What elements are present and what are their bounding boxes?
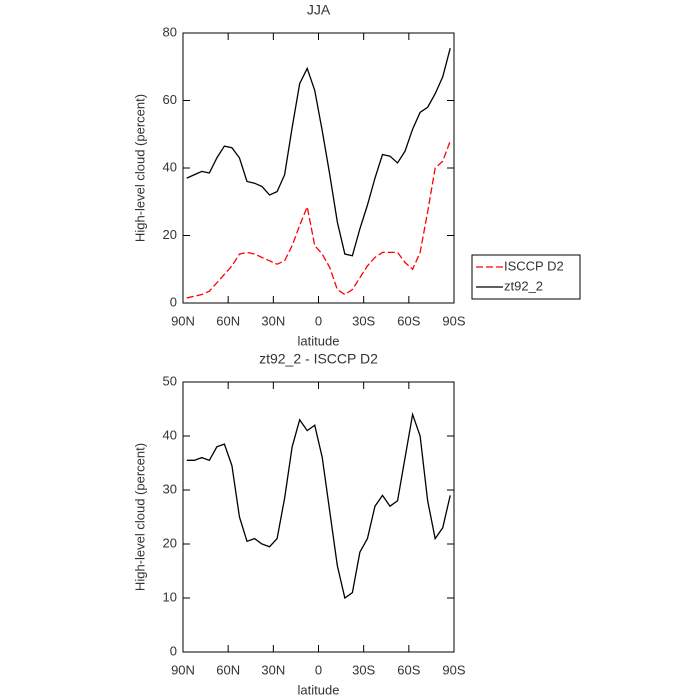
y-tick-label: 20 xyxy=(163,227,177,242)
y-tick-label: 80 xyxy=(163,24,177,39)
x-tick-label: 60N xyxy=(216,662,240,677)
x-tick-label: 90S xyxy=(442,313,465,328)
y-tick-label: 0 xyxy=(170,294,177,309)
y-tick-label: 30 xyxy=(163,481,177,496)
x-tick-label: 30N xyxy=(261,662,285,677)
x-tick-label: 60S xyxy=(397,662,420,677)
x-tick-label: 90N xyxy=(171,662,195,677)
x-tick-label: 30N xyxy=(261,313,285,328)
chart-title: zt92_2 - ISCCP D2 xyxy=(259,351,378,367)
y-tick-label: 50 xyxy=(163,373,177,388)
y-axis-label: High-level cloud (percent) xyxy=(132,443,147,591)
y-tick-label: 20 xyxy=(163,535,177,550)
y-axis-label: High-level cloud (percent) xyxy=(132,94,147,242)
x-tick-label: 90N xyxy=(171,313,195,328)
plot-frame xyxy=(182,381,455,653)
y-tick-label: 60 xyxy=(163,92,177,107)
plot-frame xyxy=(182,32,455,304)
series-line xyxy=(186,48,451,257)
legend-label: ISCCP D2 xyxy=(504,258,564,273)
legend-box xyxy=(471,254,581,300)
series-line xyxy=(186,411,451,600)
x-tick-label: 30S xyxy=(352,662,375,677)
x-tick-label: 60N xyxy=(216,313,240,328)
y-tick-label: 40 xyxy=(163,427,177,442)
y-tick-label: 10 xyxy=(163,589,177,604)
chart-title: JJA xyxy=(307,2,331,18)
y-tick-label: 40 xyxy=(163,159,177,174)
x-tick-label: 0 xyxy=(315,662,322,677)
x-tick-label: 30S xyxy=(352,313,375,328)
x-tick-label: 90S xyxy=(442,662,465,677)
x-axis-label: latitude xyxy=(298,682,340,697)
series-line xyxy=(186,140,451,299)
legend-label: zt92_2 xyxy=(504,278,543,293)
x-axis-label: latitude xyxy=(298,333,340,348)
y-tick-label: 0 xyxy=(170,643,177,658)
x-tick-label: 0 xyxy=(315,313,322,328)
x-tick-label: 60S xyxy=(397,313,420,328)
